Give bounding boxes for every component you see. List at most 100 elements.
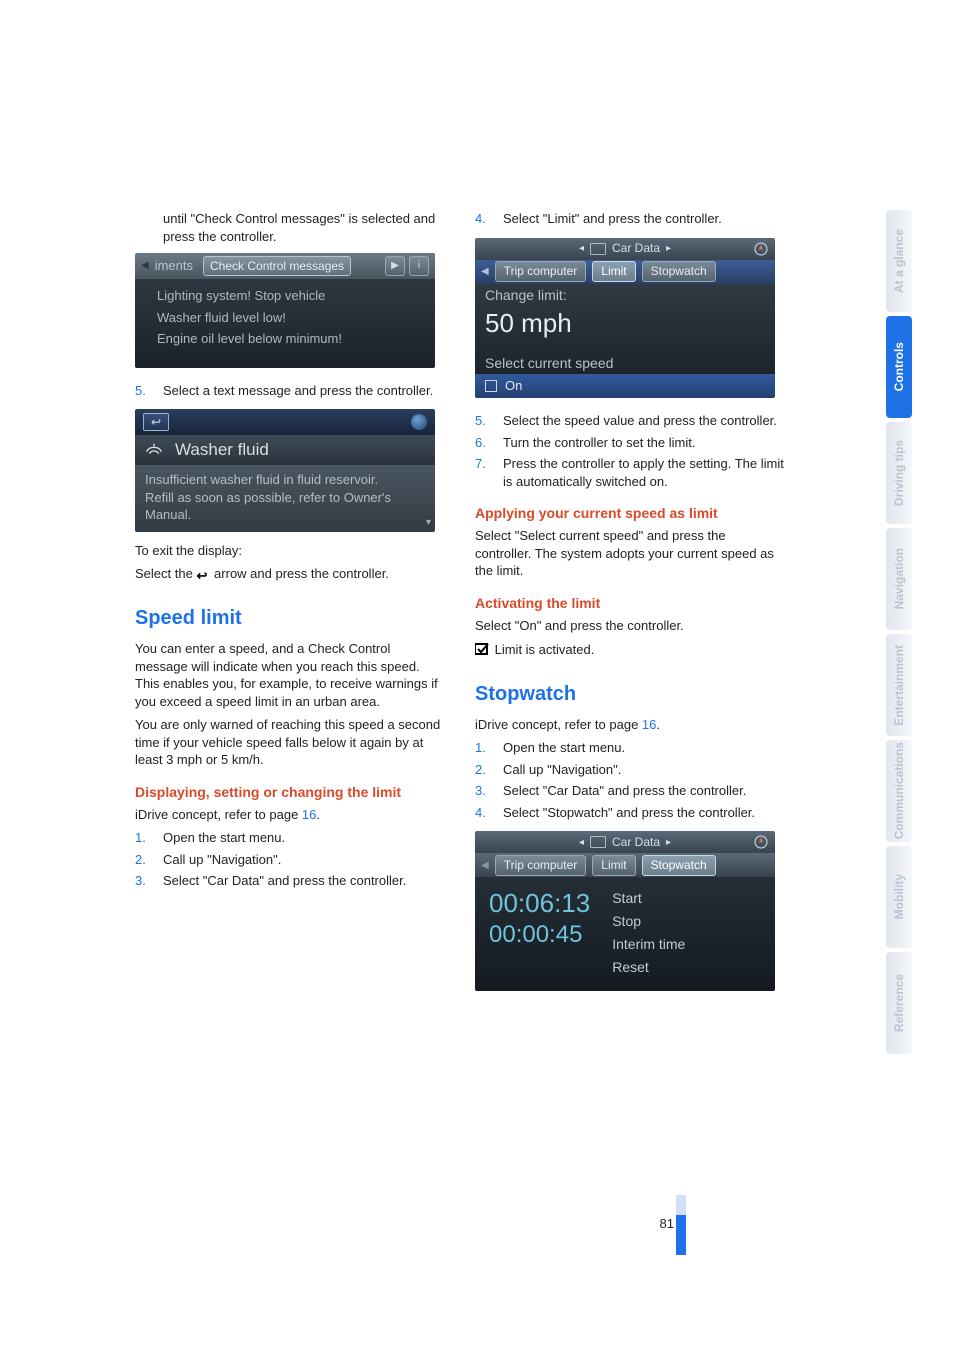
sw-idrive-ref: iDrive concept, refer to page 16. [475,716,785,734]
sw-btn-stop: Stop [612,912,685,931]
heading-apply-speed: Applying your current speed as limit [475,504,785,523]
step-text: Call up "Navigation". [163,851,281,869]
step-text: Select "Limit" and press the controller. [503,210,722,228]
stopwatch-time-lap: 00:00:45 [489,920,590,950]
compass-icon [753,834,769,850]
result-check-icon [475,642,491,656]
cc-tab-selected: Check Control messages [203,256,351,276]
screen-tab-trip: Trip computer [495,261,587,281]
step-number: 7. [475,455,491,490]
tab-mobility[interactable]: Mobility [886,846,912,948]
sw-btn-reset: Reset [612,958,685,977]
step-text: Select a text message and press the cont… [163,382,433,400]
step-number: 1. [135,829,151,847]
idrive-ref: iDrive concept, refer to page 16. [135,806,445,824]
right-arrow-icon: ▶ [385,256,405,276]
tab-driving-tips[interactable]: Driving tips [886,422,912,524]
limit-screen: ◂ Car Data ▸ ◀ Trip computer Limit Stopw… [475,238,775,398]
tab-communications[interactable]: Communications [886,740,912,842]
heading-stopwatch: Stopwatch [475,681,785,708]
heading-speed-limit: Speed limit [135,605,445,632]
wf-body-text: Insufficient washer fluid in fluid reser… [145,472,391,522]
tab-at-a-glance[interactable]: At a glance [886,210,912,312]
right-dot-icon: ▸ [666,242,671,256]
back-icon: ↩ [143,413,169,431]
left-dot-icon: ◂ [579,242,584,256]
step-number: 1. [475,739,491,757]
section-tabs: At a glance Controls Driving tips Naviga… [886,210,912,1054]
left-arrow-icon: ◀ [141,259,149,273]
washer-fluid-screen: ↩ Washer fluid Insufficient washer fluid… [135,409,435,532]
down-arrow-icon: ▾ [426,516,431,530]
step-text: Open the start menu. [163,829,285,847]
activating-result: Limit is activated. [475,640,785,659]
screen-tab-stopwatch: Stopwatch [642,261,716,281]
screen-title: Car Data [612,834,660,850]
screen-title: Car Data [612,240,660,256]
step-text: Call up "Navigation". [503,761,621,779]
page-link[interactable]: 16 [642,717,656,732]
step-text: Select "Stopwatch" and press the control… [503,804,755,822]
change-limit-label: Change limit: [475,284,775,307]
washer-fluid-icon [143,439,165,461]
step-text: Select "Car Data" and press the controll… [503,782,746,800]
screen-icon [590,243,606,255]
tab-navigation[interactable]: Navigation [886,528,912,630]
back-arrow-inline-icon [196,567,210,579]
step-number: 5. [475,412,491,430]
step-number: 4. [475,804,491,822]
speed-p2: You are only warned of reaching this spe… [135,716,445,769]
cc-line: Engine oil level below minimum! [157,328,423,350]
step-number: 2. [475,761,491,779]
sw-btn-start: Start [612,889,685,908]
compass-icon [753,241,769,257]
page-number: 81 [660,1216,674,1231]
apply-speed-p: Select "Select current speed" and press … [475,527,785,580]
activating-p: Select "On" and press the controller. [475,617,785,635]
cc-line: Washer fluid level low! [157,307,423,329]
step-text: Turn the controller to set the limit. [503,434,695,452]
orb-icon [411,414,427,430]
heading-activating: Activating the limit [475,594,785,613]
page-link[interactable]: 16 [302,807,316,822]
step-number: 2. [135,851,151,869]
left-column: until "Check Control messages" is select… [135,210,445,1005]
cc-tab-left: iments [155,257,193,275]
cc-line: Lighting system! Stop vehicle [157,285,423,307]
speed-p1: You can enter a speed, and a Check Contr… [135,640,445,710]
intro-text: until "Check Control messages" is select… [135,210,445,245]
step-number: 5. [135,382,151,400]
step-text: Select the speed value and press the con… [503,412,777,430]
checkbox-icon [485,380,497,392]
check-control-screen: ◀ iments Check Control messages ▶ i Ligh… [135,253,435,368]
tab-controls[interactable]: Controls [886,316,912,418]
step-number: 6. [475,434,491,452]
step-number: 4. [475,210,491,228]
left-arrow-icon: ◀ [481,859,489,873]
on-label: On [505,377,522,395]
exit-line2: Select the arrow and press the controlle… [135,565,445,583]
tab-entertainment[interactable]: Entertainment [886,634,912,736]
screen-icon [590,836,606,848]
step-number: 3. [475,782,491,800]
stopwatch-time-main: 00:06:13 [489,887,590,920]
page-bar [676,1215,686,1255]
heading-displaying-limit: Displaying, setting or changing the limi… [135,783,445,802]
stopwatch-screen: ◂ Car Data ▸ ◀ Trip computer Limit Stopw… [475,831,775,991]
screen-tab-limit: Limit [592,261,635,281]
manual-page: At a glance Controls Driving tips Naviga… [0,0,954,1351]
step-text: Select "Car Data" and press the controll… [163,872,406,890]
left-arrow-icon: ◀ [481,265,489,279]
right-column: 4. Select "Limit" and press the controlle… [475,210,785,1005]
limit-value: 50 mph [475,306,775,345]
right-dot-icon: ▸ [666,836,671,850]
page-bar-light [676,1195,686,1215]
info-icon: i [409,256,429,276]
tab-reference[interactable]: Reference [886,952,912,1054]
screen-tab-limit: Limit [592,855,635,875]
step-text: Press the controller to apply the settin… [503,455,785,490]
exit-line1: To exit the display: [135,542,445,560]
wf-title: Washer fluid [175,439,269,462]
left-dot-icon: ◂ [579,836,584,850]
sw-btn-interim: Interim time [612,935,685,954]
